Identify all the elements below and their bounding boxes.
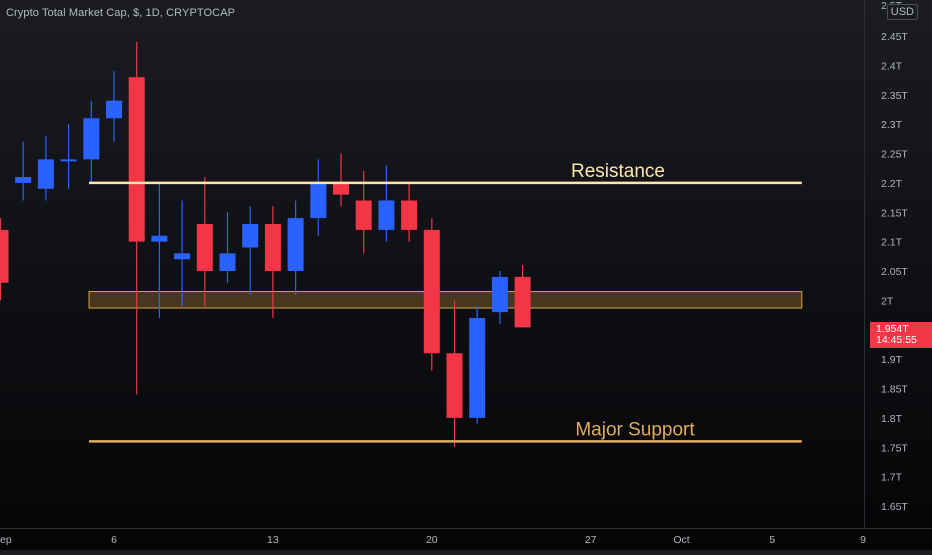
time-tick-label: 6	[111, 534, 117, 546]
candle-body	[219, 253, 236, 271]
candle-body	[196, 224, 213, 271]
candle-body	[446, 353, 463, 418]
candle	[491, 271, 508, 324]
price-tick-label: 2.25T	[881, 149, 908, 161]
price-tick-label: 2.35T	[881, 90, 908, 102]
candle-body	[264, 224, 281, 271]
candle	[219, 212, 236, 283]
candle-body	[491, 276, 508, 313]
candle	[423, 218, 440, 371]
price-tick-label: 1.9T	[881, 354, 903, 366]
candle	[401, 182, 418, 242]
candle-body	[242, 224, 259, 248]
candle-body	[174, 253, 191, 260]
candle	[287, 200, 304, 295]
candle-body	[83, 118, 100, 160]
last-price-value: 1.954T	[876, 323, 909, 335]
candle-body	[106, 100, 122, 119]
last-price-tag: 1.954T 14:45:55	[870, 322, 932, 348]
price-tick-label: 1.65T	[881, 501, 908, 513]
currency-button[interactable]: USD	[886, 4, 918, 20]
candle	[106, 71, 122, 142]
bar-countdown: 14:45:55	[876, 334, 917, 346]
time-tick-label: ep	[0, 534, 12, 546]
candle-body	[355, 200, 372, 230]
candle-body	[0, 229, 9, 283]
candle-body	[423, 229, 440, 354]
price-tick-label: 1.8T	[881, 413, 903, 425]
candle-body	[60, 159, 77, 162]
time-tick-label: 27	[585, 534, 597, 546]
annotation-layer: Resistance Major Support	[89, 161, 802, 443]
candle	[378, 165, 395, 242]
zone-layer	[88, 291, 803, 309]
candle	[83, 100, 100, 183]
candle	[0, 218, 9, 301]
candle	[15, 141, 32, 201]
candle	[174, 200, 191, 307]
time-tick-label: 5	[769, 534, 775, 546]
candle-body	[378, 200, 395, 230]
candle	[196, 177, 213, 307]
candle	[60, 124, 77, 189]
candle	[333, 153, 349, 207]
candle	[242, 206, 259, 295]
candle-body	[310, 182, 327, 219]
candle	[446, 300, 463, 448]
candle-body	[514, 276, 531, 328]
supply-demand-zone	[88, 291, 803, 309]
support-label: Major Support	[575, 419, 695, 440]
candle	[37, 135, 54, 201]
price-tick-label: 2.05T	[881, 266, 908, 278]
candle	[310, 159, 327, 236]
candle-body	[333, 182, 349, 195]
candle-body	[128, 77, 145, 242]
time-axis[interactable]: ep 6 13 20 27 Oct 5 9	[0, 534, 866, 546]
candle-body	[37, 159, 54, 189]
candle-body	[401, 200, 418, 230]
candle	[264, 206, 281, 318]
price-tick-label: 1.75T	[881, 442, 908, 454]
price-tick-label: 1.7T	[881, 472, 903, 484]
price-tick-label: 1.85T	[881, 384, 908, 396]
time-tick-label: 13	[267, 534, 279, 546]
candle	[151, 182, 168, 318]
time-tick-label: 20	[426, 534, 438, 546]
price-tick-label: 2T	[881, 295, 894, 307]
chart-title: Crypto Total Market Cap, $, 1D, CRYPTOCA…	[6, 7, 236, 19]
candle	[469, 306, 486, 424]
candle	[514, 265, 531, 328]
candle-layer	[0, 41, 531, 448]
time-tick-label: 9	[860, 534, 866, 546]
price-axis[interactable]: 1.65T 1.7T 1.75T 1.8T 1.85T 1.9T 2T 2.05T 2.1T 2.…	[881, 0, 908, 513]
candle-body	[287, 218, 304, 271]
price-tick-label: 2.4T	[881, 60, 903, 72]
candle	[355, 171, 372, 254]
time-tick-label: Oct	[673, 534, 689, 546]
resistance-label: Resistance	[571, 161, 665, 182]
price-tick-label: 2.15T	[881, 207, 908, 219]
price-tick-label: 2.2T	[881, 178, 903, 190]
candle-body	[151, 235, 168, 242]
candle-body	[469, 318, 486, 418]
candle-body	[15, 177, 32, 183]
price-tick-label: 2.3T	[881, 119, 903, 131]
candle	[128, 41, 145, 395]
axis-frame	[0, 0, 932, 529]
price-tick-label: 2.45T	[881, 31, 908, 43]
price-tick-label: 2.1T	[881, 237, 903, 249]
